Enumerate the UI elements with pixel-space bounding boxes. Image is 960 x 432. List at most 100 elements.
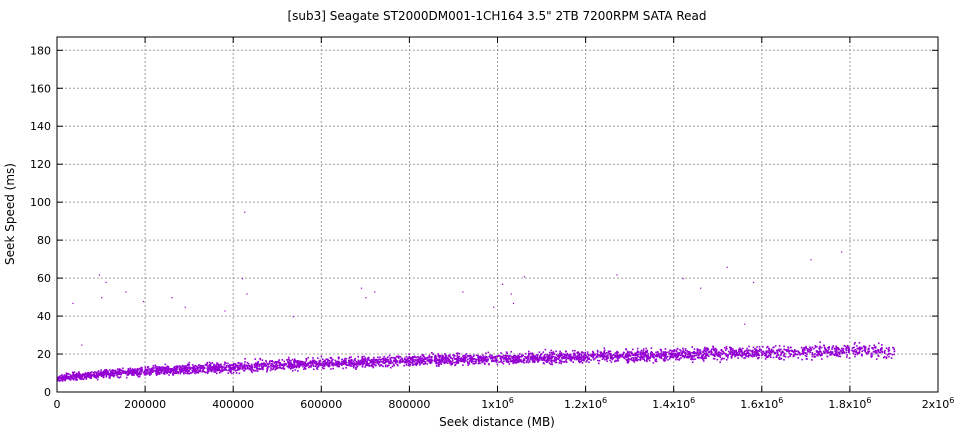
data-point [842, 349, 844, 351]
data-point [650, 347, 653, 349]
data-point [769, 355, 771, 357]
data-point [266, 369, 268, 371]
data-point [747, 354, 750, 357]
data-point [98, 372, 100, 375]
data-point [579, 356, 582, 358]
data-point [81, 375, 83, 378]
data-point [364, 358, 367, 360]
data-point [431, 359, 434, 362]
data-point [726, 355, 728, 357]
data-point [835, 348, 838, 351]
data-point [607, 350, 610, 353]
data-point [609, 350, 611, 353]
data-point [312, 357, 314, 359]
data-point [802, 351, 804, 353]
data-point [750, 350, 753, 353]
data-point [845, 349, 848, 351]
data-point [843, 351, 845, 354]
data-point [691, 361, 694, 363]
data-point [456, 357, 459, 360]
data-point [699, 349, 702, 351]
data-point [302, 365, 304, 368]
data-point [189, 366, 191, 368]
data-point [244, 365, 247, 367]
data-point [460, 360, 462, 362]
data-point [154, 364, 157, 366]
data-point [875, 351, 878, 354]
data-point [387, 356, 389, 358]
data-point [369, 360, 372, 363]
data-point [144, 371, 147, 373]
data-point [580, 351, 583, 353]
data-point [572, 349, 574, 352]
data-point [730, 348, 733, 350]
data-point [179, 365, 181, 367]
data-point [603, 355, 605, 357]
data-point [684, 348, 687, 350]
data-point [310, 366, 312, 368]
data-point [638, 356, 641, 358]
data-point [357, 359, 360, 362]
data-point [778, 358, 781, 360]
data-point [801, 358, 803, 361]
data-point [555, 354, 558, 356]
data-point [368, 365, 371, 367]
data-point [864, 350, 866, 353]
data-point [700, 353, 702, 355]
data-point [211, 369, 213, 372]
data-point [483, 362, 486, 364]
data-point [569, 359, 571, 361]
data-point [751, 352, 754, 355]
data-point [641, 356, 643, 358]
data-point [355, 366, 358, 369]
data-point [175, 372, 178, 374]
data-point [166, 372, 168, 374]
data-point [80, 374, 83, 376]
data-point [253, 370, 255, 372]
data-point [778, 350, 781, 352]
data-point [285, 363, 288, 365]
data-point [350, 360, 352, 363]
data-point [527, 361, 530, 364]
data-point [95, 373, 98, 375]
data-point [616, 357, 619, 360]
data-point [125, 376, 128, 379]
data-point [712, 346, 715, 349]
data-point [404, 358, 406, 361]
data-point [713, 349, 715, 352]
data-point [622, 351, 625, 354]
data-point [645, 354, 647, 357]
data-point [117, 376, 119, 378]
data-point [582, 356, 584, 358]
data-point [317, 357, 319, 359]
data-point [305, 360, 308, 362]
data-point [738, 352, 741, 355]
data-point [113, 374, 116, 376]
data-point [596, 353, 598, 355]
data-point [547, 356, 550, 359]
data-point [651, 355, 654, 358]
data-point [426, 357, 429, 359]
data-point [462, 359, 464, 361]
data-point [458, 355, 461, 358]
data-point [864, 345, 866, 348]
data-point [858, 348, 860, 350]
data-point [138, 375, 141, 378]
data-point [678, 359, 680, 361]
data-point [641, 355, 643, 358]
data-point [585, 360, 588, 363]
data-point [682, 349, 685, 351]
data-point [652, 354, 654, 356]
data-point [675, 357, 678, 359]
axis-ticks: 0 200000 400000 600000 800000 1x106 1.2x106 1.4… [30, 37, 954, 411]
data-point [422, 354, 425, 356]
data-point [488, 363, 490, 365]
data-point [737, 354, 740, 356]
data-point [653, 356, 655, 359]
data-point [131, 370, 134, 372]
data-point [105, 372, 108, 375]
data-point [583, 356, 585, 359]
data-point [390, 360, 393, 362]
data-point [790, 353, 792, 355]
data-point [274, 364, 277, 367]
